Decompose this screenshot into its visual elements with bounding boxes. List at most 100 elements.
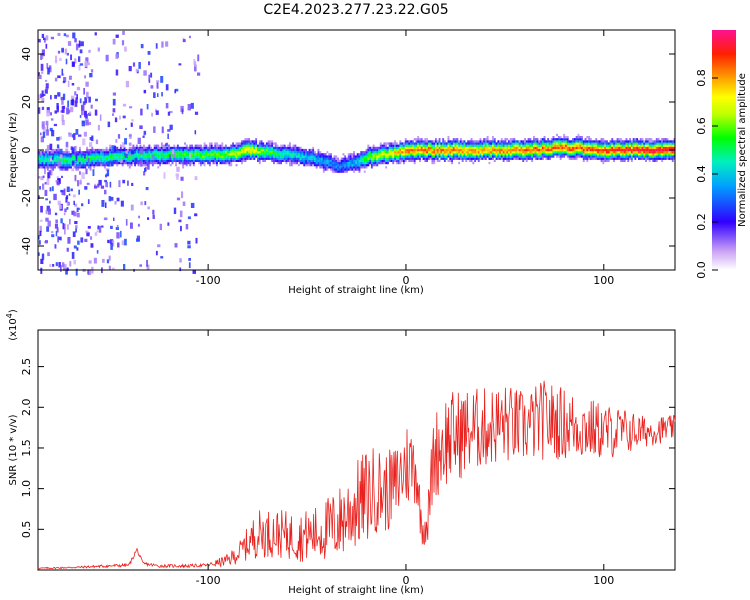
spectrogram-cell: [100, 159, 103, 162]
spectrogram-x-ticks: -100 0 100: [196, 30, 614, 287]
spectrogram-noise-cell: [144, 201, 147, 206]
spectrogram-cell: [648, 142, 651, 145]
spectrogram-cell: [381, 157, 384, 160]
spectrogram-cell: [166, 148, 169, 152]
spectrogram-cell: [48, 153, 51, 156]
spectrogram-cell: [408, 151, 411, 154]
spectrogram-cell: [511, 144, 514, 147]
spectrogram-cell: [70, 153, 72, 156]
spectrogram-cell: [664, 151, 667, 154]
spectrogram-cell: [237, 144, 240, 147]
spectrogram-cell: [602, 151, 605, 154]
spectrogram-cell: [308, 151, 311, 154]
spectrogram-cell: [643, 157, 646, 160]
spectrogram-cell: [233, 157, 236, 160]
spectrogram-cell: [456, 140, 459, 143]
spectrogram-noise-cell: [110, 196, 114, 201]
spectrogram-cell: [541, 151, 544, 154]
spectrogram-cell: [315, 164, 318, 167]
spectrogram-cell: [283, 153, 286, 156]
spectrogram-cell: [622, 140, 624, 143]
spectrogram-noise-cell: [47, 252, 50, 257]
spectrogram-cell: [116, 151, 119, 154]
spectrogram-cell: [403, 159, 405, 162]
spectrogram-cell: [310, 164, 313, 167]
spectrogram-cell: [203, 146, 206, 150]
spectrogram-cell: [392, 155, 395, 158]
spectrogram-cell: [468, 153, 471, 156]
spectrogram-cell: [597, 140, 599, 143]
spectrogram-cell: [429, 157, 432, 160]
spectrogram-cell: [169, 153, 172, 156]
spectrogram-cell: [159, 161, 161, 165]
spectrogram-cell: [235, 151, 238, 154]
spectrogram-cell: [577, 148, 580, 152]
spectrogram-cell: [257, 151, 259, 154]
spectrogram-cell: [253, 142, 256, 145]
spectrogram-cell: [449, 159, 452, 162]
spectrogram-cell: [479, 138, 482, 141]
spectrogram-cell: [606, 151, 608, 154]
spectrogram-cell: [436, 153, 439, 156]
y-tick-label: 2.5: [20, 358, 33, 376]
spectrogram-cell: [584, 146, 587, 150]
spectrogram-cell: [317, 155, 320, 158]
spectrogram-cell: [488, 146, 491, 150]
spectrogram-noise-cell: [187, 240, 191, 245]
spectrogram-cell: [490, 157, 493, 160]
spectrogram-cell: [46, 155, 49, 158]
spectrogram-cell: [305, 155, 307, 158]
spectrogram-cell: [192, 155, 195, 158]
spectrogram-noise-cell: [57, 236, 59, 243]
spectrogram-cell: [57, 157, 60, 160]
spectrogram-cell: [500, 151, 503, 154]
spectrogram-cell: [424, 142, 427, 145]
spectrogram-cell: [267, 142, 270, 145]
spectrogram-noise-cell: [87, 199, 90, 204]
spectrogram-cell: [55, 155, 58, 158]
spectrogram-cell: [436, 159, 439, 162]
spectrogram-cell: [374, 164, 377, 167]
spectrogram-cell: [527, 144, 530, 147]
spectrogram-noise-cell: [106, 169, 110, 177]
spectrogram-cell: [379, 151, 382, 154]
spectrogram-cell: [508, 153, 510, 156]
spectrogram-cell: [251, 146, 254, 150]
spectrogram-cell: [385, 166, 388, 169]
spectrogram-cell: [75, 168, 78, 171]
spectrogram-noise-cell: [97, 183, 100, 188]
spectrogram-cell: [424, 153, 427, 156]
spectrogram-cell: [486, 148, 489, 152]
spectrogram-cell: [276, 148, 279, 152]
spectrogram-cell: [508, 144, 510, 147]
spectrogram-cell: [333, 155, 336, 158]
spectrogram-cell: [198, 155, 201, 158]
spectrogram-cell: [659, 148, 662, 152]
spectrogram-cell: [335, 155, 338, 158]
spectrogram-cell: [589, 138, 592, 141]
spectrogram-cell: [495, 144, 498, 147]
spectrogram-cell: [670, 140, 672, 143]
spectrogram-cell: [221, 157, 224, 160]
spectrogram-noise-cell: [54, 110, 58, 114]
spectrogram-cell: [289, 144, 291, 147]
spectrogram-cell: [333, 166, 336, 169]
spectrogram-cell: [244, 148, 247, 152]
spectrogram-cell: [629, 153, 631, 156]
spectrogram-noise-cell: [161, 92, 163, 97]
spectrogram-cell: [299, 161, 302, 165]
spectrogram-noise-cell: [51, 157, 54, 160]
spectrogram-cell: [383, 157, 386, 160]
spectrogram-cell: [43, 151, 46, 154]
spectrogram-cell: [344, 155, 347, 158]
spectrogram-cell: [241, 161, 243, 165]
spectrogram-cell: [333, 170, 336, 173]
spectrogram-cell: [379, 142, 382, 145]
spectrogram-cell: [595, 148, 598, 152]
spectrogram-cell: [191, 144, 193, 147]
spectrogram-cell: [424, 151, 427, 154]
spectrogram-cell: [289, 151, 291, 154]
spectrogram-cell: [573, 151, 576, 154]
spectrogram-cell: [451, 151, 453, 154]
spectrogram-cell: [322, 170, 325, 173]
